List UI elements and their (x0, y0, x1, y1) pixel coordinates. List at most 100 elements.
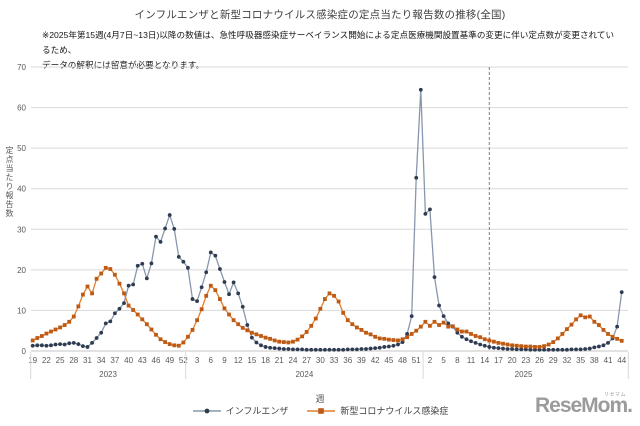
covid-data-point (295, 337, 300, 342)
covid-data-point (240, 325, 245, 330)
covid-data-point (332, 293, 336, 298)
influenza-data-point (478, 342, 483, 347)
influenza-data-point (441, 314, 446, 319)
influenza-data-point (94, 336, 99, 340)
influenza-data-point (555, 347, 560, 352)
covid-data-point (236, 322, 241, 327)
covid-data-point (163, 340, 168, 344)
covid-data-point (565, 327, 569, 331)
x-tick-label: 22 (42, 356, 51, 365)
x-tick-label: 32 (562, 356, 571, 365)
x-tick-label: 2 (428, 356, 433, 365)
x-tick-label: 38 (590, 356, 599, 365)
covid-data-point (505, 342, 510, 347)
chart-legend: インフルエンザ 新型コロナウイルス感染症 (0, 404, 640, 417)
covid-data-point (432, 319, 437, 324)
influenza-data-point (313, 347, 318, 352)
influenza-data-point (345, 347, 350, 352)
covid-data-point (414, 328, 419, 333)
x-tick-label: 49 (165, 356, 174, 365)
covid-data-point (103, 265, 108, 270)
covid-data-point (473, 334, 478, 338)
covid-data-point (213, 288, 218, 293)
x-tick-label: 40 (124, 356, 133, 365)
influenza-data-point (473, 340, 478, 345)
covid-data-point (496, 340, 501, 345)
influenza-data-point (240, 304, 245, 309)
influenza-data-point (423, 211, 428, 216)
covid-data-point (578, 313, 583, 318)
covid-data-point (204, 293, 209, 298)
x-tick-label: 51 (412, 356, 421, 365)
legend-item-influenza: インフルエンザ (192, 404, 288, 417)
x-tick-label: 15 (247, 356, 256, 365)
influenza-data-point (505, 347, 510, 351)
covid-data-point (112, 272, 117, 277)
influenza-data-point (373, 346, 378, 351)
covid-data-point (619, 338, 624, 343)
covid-data-point (569, 322, 574, 327)
covid-data-point (272, 338, 277, 343)
influenza-data-point (560, 347, 565, 352)
influenza-data-point (592, 345, 597, 350)
covid-data-point (90, 291, 94, 296)
covid-data-point (501, 341, 505, 346)
covid-data-point (583, 315, 588, 320)
covid-data-point (277, 339, 282, 344)
covid-data-point (350, 322, 355, 327)
x-tick-label: 52 (179, 356, 188, 365)
influenza-data-point (460, 334, 464, 339)
chart-title: インフルエンザと新型コロナウイルス感染症の定点当たり報告数の推移(全国) (134, 9, 506, 21)
covid-data-point (382, 336, 387, 341)
covid-data-point (610, 334, 615, 339)
influenza-data-point (259, 343, 263, 348)
covid-data-point (551, 340, 556, 344)
y-tick-label: 20 (17, 266, 26, 275)
year-label: 2024 (295, 370, 313, 379)
influenza-data-point (49, 343, 53, 348)
influenza-data-point (272, 346, 277, 351)
covid-data-point (345, 318, 350, 323)
influenza-data-point (574, 347, 578, 352)
influenza-data-point (186, 265, 190, 270)
influenza-data-point (227, 292, 231, 297)
x-tick-label: 35 (576, 356, 585, 365)
covid-data-point (245, 328, 250, 333)
covid-data-point (135, 312, 140, 317)
influenza-data-point (455, 330, 460, 335)
y-axis-label: 定点当たり報告数 (5, 146, 14, 218)
covid-data-point (533, 345, 537, 349)
x-tick-label: 46 (152, 356, 161, 365)
influenza-data-point (341, 347, 346, 352)
influenza-data-point (546, 347, 551, 352)
influenza-data-point (587, 346, 592, 351)
influenza-data-point (382, 345, 387, 349)
covid-data-point (231, 318, 236, 323)
y-tick-label: 40 (17, 185, 26, 194)
covid-data-point (108, 267, 113, 271)
influenza-data-point (254, 340, 259, 345)
covid-data-point (359, 328, 364, 332)
influenza-data-point (304, 347, 309, 352)
influenza-data-point (245, 323, 250, 327)
influenza-data-point (464, 337, 469, 342)
influenza-data-point (619, 290, 624, 295)
influenza-data-point (167, 213, 172, 217)
influenza-data-point (309, 347, 314, 352)
influenza-data-point (67, 341, 72, 346)
x-tick-label: 14 (480, 356, 489, 365)
covid-data-point (259, 334, 263, 338)
covid-data-point (491, 339, 496, 344)
covid-data-point (519, 344, 524, 349)
influenza-data-point (364, 347, 368, 351)
influenza-data-point (601, 343, 606, 348)
covid-data-point (286, 340, 291, 345)
covid-data-point (254, 332, 259, 337)
covid-data-point (222, 306, 227, 311)
covid-data-point (218, 297, 222, 301)
covid-data-point (478, 335, 483, 340)
covid-data-point (172, 343, 177, 348)
influenza-data-point (281, 347, 286, 351)
influenza-data-point (236, 291, 241, 296)
resemom-logo-text: ReseMom. (534, 394, 633, 417)
